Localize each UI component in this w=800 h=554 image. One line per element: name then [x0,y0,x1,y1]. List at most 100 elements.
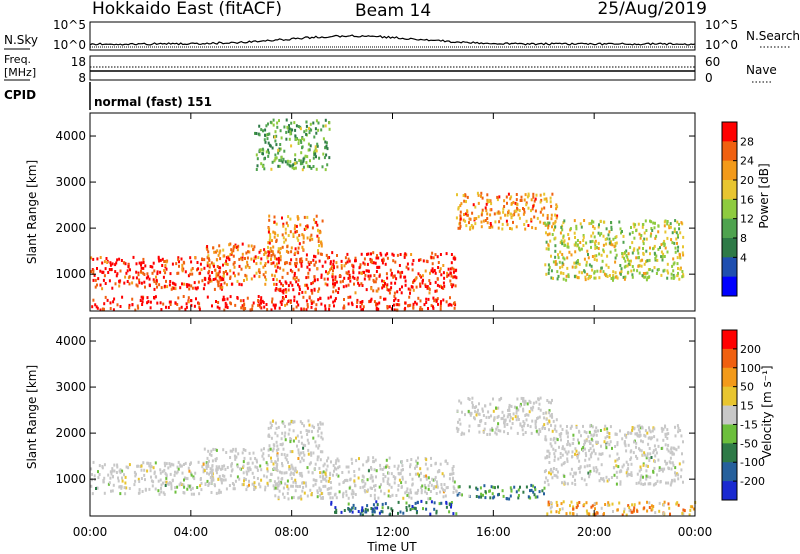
velocity-cell [271,449,274,453]
velocity-cell [566,443,569,447]
power-cell [440,273,443,277]
velocity-cell [566,452,569,456]
power-cell [309,122,312,126]
power-cell [640,264,643,268]
power-cell [376,254,378,258]
power-cell [607,265,610,269]
velocity-cell [377,496,380,500]
power-cell [456,193,458,197]
velocity-cell [503,414,506,418]
power-cell [197,267,200,271]
velocity-cell [544,427,546,430]
power-cell [539,193,542,197]
power-cell [431,267,434,271]
x-tick-label: 20:00 [577,525,612,539]
velocity-cell [639,465,642,469]
power-cell [221,285,224,289]
velocity-cell [325,475,328,479]
x-tick-label: 08:00 [274,525,309,539]
cpid-label: CPID [4,88,36,102]
power-cell [438,269,441,273]
velocity-cell [286,491,289,495]
velocity-cell [582,424,584,428]
velocity-cell [322,484,325,488]
velocity-cell [547,503,550,507]
power-cell [525,219,528,223]
velocity-cell [382,479,385,483]
power-cell [310,128,313,132]
power-cell [264,264,267,267]
power-cell [310,302,313,305]
power-cell [128,275,131,279]
power-cell [229,295,232,299]
power-cell [229,242,232,246]
velocity-cell [631,429,634,432]
power-cell [216,265,219,268]
power-cell [548,232,551,236]
velocity-cell [521,425,524,429]
velocity-cell [523,422,526,425]
power-cell [204,278,207,281]
velocity-cell [578,501,581,504]
velocity-cell [236,475,239,479]
power-cell [328,304,331,308]
velocity-cell [579,465,582,469]
power-cell [264,275,267,279]
velocity-cell [660,426,663,430]
power-cell [610,225,613,229]
velocity-cell [530,488,533,492]
velocity-cell [319,475,322,479]
power-cell [452,267,455,271]
velocity-cell [219,490,222,494]
power-cell [602,270,605,274]
power-cell [524,227,527,231]
velocity-cell [618,501,621,505]
velocity-cell [460,401,463,405]
power-cell [554,255,557,259]
velocity-cell [170,484,173,488]
velocity-cell [338,490,341,494]
velocity-cell [481,407,484,411]
velocity-cell [669,512,671,516]
power-cell [587,256,590,260]
power-cell [426,286,429,290]
power-cell [104,295,107,299]
velocity-cell [543,480,546,484]
velocity-cell [101,465,104,468]
power-cell [215,272,218,276]
power-cell [559,231,562,235]
power-cell [387,288,390,292]
velocity-cell [335,467,338,471]
velocity-cell [583,478,586,482]
power-cell [474,222,477,226]
power-cell [320,241,322,245]
power-cell [284,303,287,307]
power-cell [602,243,605,247]
power-cell [352,265,355,269]
power-cell [447,267,450,271]
power-cell [282,291,285,295]
power-cell [268,218,271,222]
velocity-cell [510,489,513,493]
velocity-cell [595,470,598,474]
power-cell [675,237,678,241]
velocity-cell [281,464,284,468]
velocity-cell [186,487,189,491]
colorbar-swatch [722,367,737,388]
velocity-cell [432,478,435,482]
velocity-cell [274,431,277,435]
velocity-cell [214,448,217,451]
power-cell [258,268,261,272]
power-cell [191,286,194,290]
velocity-cell [144,488,147,492]
power-cell [519,199,522,202]
velocity-cell [299,420,302,424]
power-cell [267,154,270,158]
velocity-cell [316,491,319,495]
velocity-cell [435,485,438,489]
power-cell [342,285,345,289]
colorbar-tick-label: -100 [740,456,765,469]
velocity-cell [291,465,294,469]
power-cell [501,227,504,231]
power-cell [285,137,288,141]
